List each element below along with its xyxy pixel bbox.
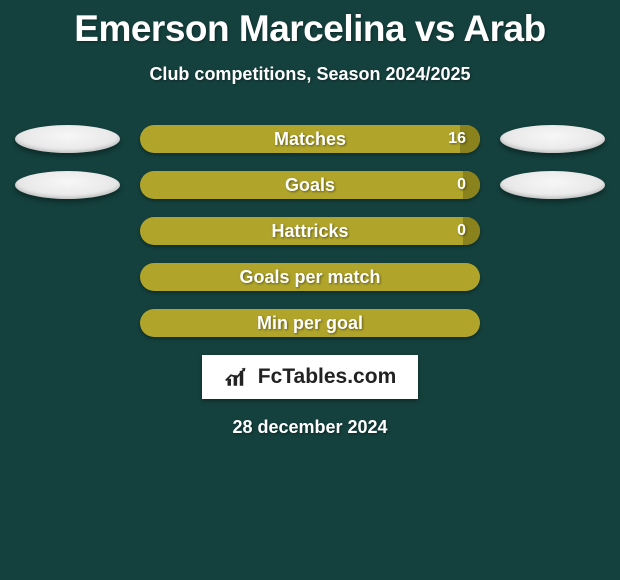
stat-bar: Hattricks 0 bbox=[140, 217, 480, 245]
stat-bar-label: Goals per match bbox=[239, 267, 380, 288]
logo-text: FcTables.com bbox=[258, 365, 397, 389]
stat-bar-value: 16 bbox=[448, 130, 466, 148]
date-text: 28 december 2024 bbox=[0, 417, 620, 438]
stat-row: Matches 16 bbox=[0, 125, 620, 153]
stat-bar-label: Matches bbox=[274, 129, 346, 150]
player-oval-right bbox=[500, 171, 605, 199]
stat-bar: Min per goal bbox=[140, 309, 480, 337]
stat-bar-value: 0 bbox=[457, 222, 466, 240]
page-title: Emerson Marcelina vs Arab bbox=[0, 0, 620, 50]
chart-icon bbox=[224, 366, 252, 388]
player-oval-right bbox=[500, 125, 605, 153]
player-oval-left bbox=[15, 125, 120, 153]
stat-bar: Matches 16 bbox=[140, 125, 480, 153]
subtitle: Club competitions, Season 2024/2025 bbox=[0, 64, 620, 85]
stat-bar-label: Hattricks bbox=[271, 221, 348, 242]
stats-container: Matches 16 Goals 0 Hattricks 0 Goals per match… bbox=[0, 125, 620, 337]
stat-bar: Goals per match bbox=[140, 263, 480, 291]
stat-row: Min per goal bbox=[0, 309, 620, 337]
stat-bar-value: 0 bbox=[457, 176, 466, 194]
stat-row: Goals per match bbox=[0, 263, 620, 291]
stat-row: Hattricks 0 bbox=[0, 217, 620, 245]
stat-bar: Goals 0 bbox=[140, 171, 480, 199]
stat-bar-label: Min per goal bbox=[257, 313, 363, 334]
stat-row: Goals 0 bbox=[0, 171, 620, 199]
logo-badge: FcTables.com bbox=[202, 355, 418, 399]
stat-bar-label: Goals bbox=[285, 175, 335, 196]
player-oval-left bbox=[15, 171, 120, 199]
